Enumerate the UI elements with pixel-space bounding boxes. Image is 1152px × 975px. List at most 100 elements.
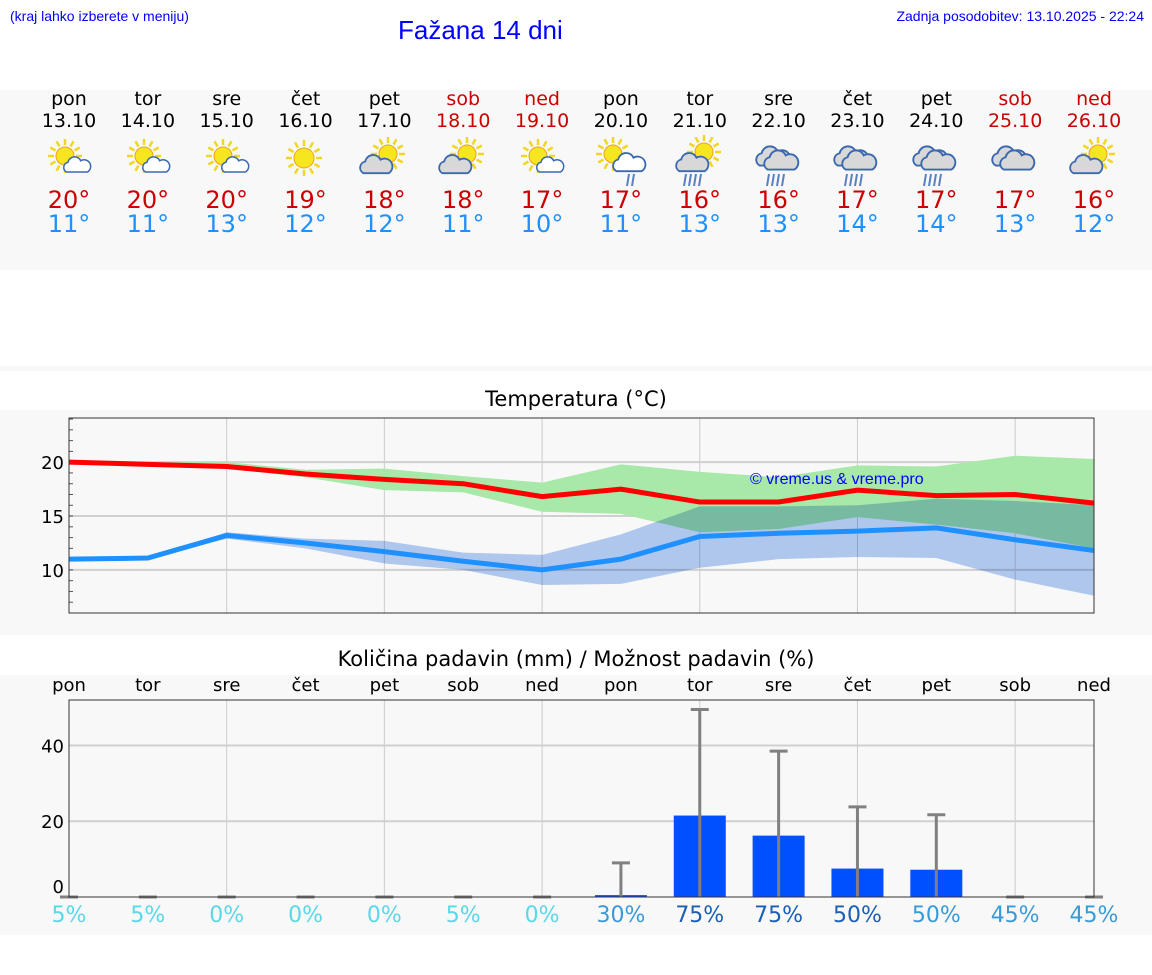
max-temp: 16° bbox=[1072, 186, 1116, 214]
sun-cloud-rain-icon bbox=[595, 137, 647, 186]
max-temp: 18° bbox=[441, 186, 485, 214]
day-column: pon 20.10 17° 11° bbox=[581, 88, 661, 238]
precipitation-day-label: pet bbox=[921, 675, 952, 696]
day-date: 23.10 bbox=[830, 110, 885, 132]
day-name: pet bbox=[920, 88, 952, 110]
day-name: čet bbox=[290, 88, 321, 110]
precipitation-day-label: ned bbox=[525, 675, 560, 696]
cloud-icon bbox=[359, 154, 394, 175]
day-column: tor 21.10 16° 13° bbox=[660, 88, 740, 238]
min-temp: 11° bbox=[441, 210, 485, 238]
day-name: pet bbox=[368, 88, 400, 110]
cloud-icon bbox=[1069, 154, 1104, 175]
min-temp: 13° bbox=[993, 210, 1037, 238]
cloud-icon bbox=[762, 149, 799, 171]
max-temp: 20° bbox=[126, 186, 170, 214]
max-temp: 17° bbox=[520, 186, 564, 214]
precipitation-probability: 0% bbox=[209, 903, 245, 928]
day-date: 22.10 bbox=[751, 110, 806, 132]
max-temp: 17° bbox=[915, 186, 958, 214]
divider bbox=[0, 366, 1152, 371]
day-name: sre bbox=[212, 88, 242, 110]
day-column: ned 19.10 17° 10° bbox=[502, 88, 582, 238]
day-date: 13.10 bbox=[41, 110, 97, 132]
y-tick-label: 15 bbox=[41, 507, 64, 528]
day-name: sre bbox=[764, 88, 794, 110]
cloud-sun-rain-icon bbox=[675, 135, 721, 186]
cloud-icon bbox=[141, 156, 171, 173]
day-column: sob 25.10 17° 13° bbox=[975, 88, 1055, 238]
precipitation-probability: 75% bbox=[754, 903, 804, 928]
sun-icon bbox=[48, 139, 82, 173]
max-temp-line bbox=[68, 459, 1095, 506]
precipitation-probability: 30% bbox=[596, 903, 646, 928]
day-name: pon bbox=[51, 88, 87, 110]
precipitation-day-label: čet bbox=[291, 675, 320, 696]
sun-small-cloud-icon bbox=[126, 139, 171, 173]
sun-small-cloud-icon bbox=[205, 139, 250, 173]
day-name: čet bbox=[842, 88, 873, 110]
min-temp-line bbox=[68, 525, 1095, 573]
cloud-sun-icon bbox=[1069, 137, 1115, 175]
day-column: tor 14.10 20° 11° bbox=[108, 88, 188, 238]
day-column: sob 18.10 18° 11° bbox=[423, 88, 503, 238]
min-temp: 10° bbox=[520, 210, 564, 238]
temperature-chart: 10 15 20 © vreme.us & vreme.pro bbox=[41, 417, 1095, 614]
cloud-icon bbox=[999, 149, 1036, 171]
max-temp: 17° bbox=[599, 186, 643, 214]
y-tick-label: 20 bbox=[41, 453, 64, 474]
sun-icon bbox=[285, 140, 322, 176]
min-temp: 14° bbox=[915, 210, 958, 238]
min-temp: 12° bbox=[284, 210, 327, 238]
day-date: 18.10 bbox=[436, 110, 491, 132]
cloud-icon bbox=[841, 149, 878, 171]
cloud-sun-icon bbox=[438, 137, 485, 175]
day-date: 16.10 bbox=[278, 110, 333, 132]
precipitation-probability: 75% bbox=[675, 903, 725, 928]
cloud-icon bbox=[438, 154, 473, 175]
max-temp: 16° bbox=[757, 186, 800, 214]
precipitation-day-label: ned bbox=[1077, 675, 1111, 696]
rain-icon bbox=[625, 173, 635, 186]
temperature-chart-title: Temperatura (°C) bbox=[485, 387, 667, 411]
precipitation-probability: 50% bbox=[911, 903, 961, 928]
precipitation-probability: 0% bbox=[288, 903, 323, 928]
cloud-icon bbox=[63, 156, 92, 173]
precipitation-probability: 5% bbox=[130, 903, 166, 928]
max-temp: 16° bbox=[678, 186, 722, 214]
day-name: tor bbox=[686, 88, 714, 110]
day-date: 17.10 bbox=[357, 110, 412, 132]
max-temp: 17° bbox=[836, 186, 879, 214]
cloudy-rain-icon bbox=[754, 145, 799, 186]
min-temp: 13° bbox=[757, 210, 800, 238]
min-temp: 13° bbox=[678, 210, 722, 238]
day-column: sre 22.10 16° 13° bbox=[739, 88, 819, 238]
cloud-icon bbox=[675, 152, 710, 173]
day-name: sob bbox=[446, 88, 481, 110]
precipitation-chart-title: Količina padavin (mm) / Možnost padavin … bbox=[337, 647, 815, 671]
sun-small-cloud-icon bbox=[48, 139, 92, 173]
min-temp: 13° bbox=[205, 210, 248, 238]
cloud-icon bbox=[920, 149, 957, 171]
precipitation-day-label: tor bbox=[687, 675, 713, 696]
precipitation-day-label: čet bbox=[843, 675, 872, 696]
precipitation-day-label: pon bbox=[603, 675, 638, 696]
day-name: sob bbox=[998, 88, 1032, 110]
y-tick-label: 0 bbox=[53, 877, 64, 898]
day-column: pet 17.10 18° 12° bbox=[344, 88, 424, 238]
day-column: čet 16.10 19° 12° bbox=[266, 88, 346, 238]
sun-icon bbox=[285, 140, 322, 176]
day-name: ned bbox=[524, 88, 560, 110]
day-date: 19.10 bbox=[514, 110, 570, 132]
day-date: 26.10 bbox=[1066, 110, 1122, 132]
sun-small-cloud-icon bbox=[521, 139, 565, 173]
precipitation-probability: 5% bbox=[51, 903, 87, 928]
precipitation-probability: 5% bbox=[445, 903, 481, 928]
last-update: Zadnja posodobitev: 13.10.2025 - 22:24 bbox=[896, 8, 1144, 24]
max-temp: 20° bbox=[47, 186, 91, 214]
day-name: pon bbox=[603, 88, 639, 110]
day-column: pon 13.10 20° 11° bbox=[29, 88, 109, 238]
cloud-sun-icon bbox=[359, 137, 406, 175]
precipitation-day-label: pon bbox=[52, 675, 86, 696]
max-range-band bbox=[69, 455, 1094, 549]
